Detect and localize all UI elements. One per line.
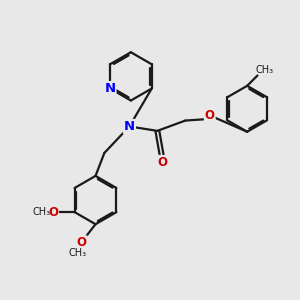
- Text: O: O: [77, 236, 87, 249]
- Text: O: O: [48, 206, 58, 219]
- Text: CH₃: CH₃: [69, 248, 87, 258]
- Text: N: N: [104, 82, 116, 95]
- Text: CH₃: CH₃: [32, 207, 50, 217]
- Text: O: O: [205, 109, 215, 122]
- Text: O: O: [158, 156, 167, 169]
- Text: N: N: [124, 120, 135, 133]
- Text: CH₃: CH₃: [255, 65, 273, 76]
